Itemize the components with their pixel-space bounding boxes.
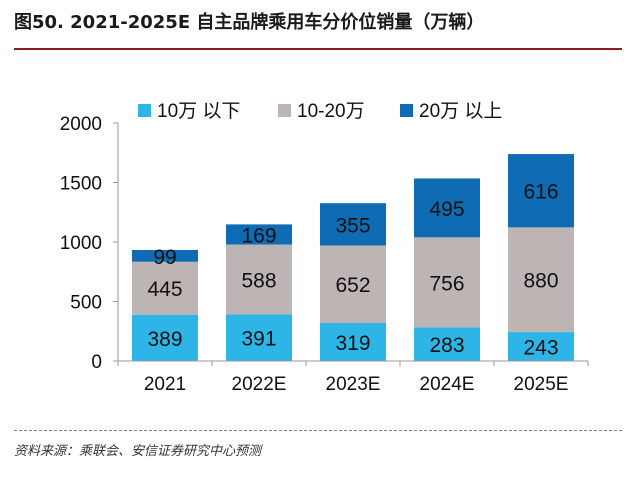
y-tick-label: 1500	[60, 174, 102, 195]
bar-value-label: 652	[335, 274, 370, 297]
bar-segment	[508, 227, 574, 333]
bar-group-2024E: 283 756 495	[414, 178, 480, 361]
bar-value-label: 283	[429, 334, 464, 357]
legend-label-2: 20万 以上	[419, 100, 502, 122]
x-tick-label: 2023E	[326, 374, 381, 395]
legend-swatch-1	[278, 104, 291, 117]
bar-segment	[320, 323, 386, 361]
x-tick-label: 2024E	[420, 374, 475, 395]
bar-value-label: 319	[335, 332, 370, 355]
bar-segment	[508, 154, 574, 228]
bar-segment	[508, 332, 574, 361]
y-tick-label: 500	[70, 293, 102, 314]
stacked-bar-chart: 10万 以下 10-20万 20万 以上 0 500 1000 1500 2000 389 4…	[60, 100, 589, 395]
bar-value-label: 445	[147, 278, 182, 301]
y-tick-label: 0	[91, 352, 102, 373]
bar-segment	[132, 249, 198, 262]
x-axis: 2021 2022E 2023E 2024E 2025E	[117, 360, 589, 395]
bar-segment	[132, 261, 198, 315]
bar-segment	[414, 178, 480, 238]
bar-value-label: 391	[241, 328, 276, 351]
source-note: 资料来源：乘联会、安信证券研究中心预测	[14, 444, 262, 459]
y-tick-label: 1000	[60, 233, 102, 254]
x-tick-label: 2022E	[232, 374, 287, 395]
bar-group-2021: 389 445 99	[132, 246, 198, 361]
bar-value-label: 880	[523, 270, 558, 293]
bar-value-label: 389	[147, 328, 182, 351]
bar-value-label: 243	[523, 337, 558, 360]
bar-value-label: 169	[241, 224, 276, 247]
bar-value-label: 588	[241, 269, 276, 292]
x-tick-label: 2025E	[514, 374, 569, 395]
bar-segment	[132, 314, 198, 361]
bar-value-label: 756	[429, 272, 464, 295]
legend-label-0: 10万 以下	[157, 101, 240, 122]
bar-segment	[320, 245, 386, 324]
x-tick-label: 2021	[144, 374, 186, 395]
bar-group-2022E: 391 588 169	[226, 224, 292, 361]
bar-value-label: 495	[429, 198, 464, 221]
bar-value-label: 355	[335, 214, 370, 237]
title-underline	[14, 48, 622, 50]
bar-segment	[320, 203, 386, 246]
bar-group-2025E: 243 880 616	[508, 154, 574, 361]
legend-label-1: 10-20万	[297, 101, 365, 122]
bar-segment	[226, 224, 292, 245]
y-axis: 0 500 1000 1500 2000	[60, 114, 119, 373]
legend-swatch-0	[138, 104, 151, 117]
chart-legend: 10万 以下 10-20万 20万 以上	[138, 100, 502, 122]
bar-groups: 389 445 99 391 588 169 319 652 355 283 756 495 243 88…	[132, 154, 574, 361]
bar-segment	[226, 244, 292, 315]
bar-group-2023E: 319 652 355	[320, 203, 386, 361]
bar-value-label: 99	[153, 246, 176, 269]
legend-swatch-2	[400, 104, 413, 117]
y-tick-label: 2000	[60, 114, 102, 135]
bar-segment	[414, 237, 480, 328]
source-divider	[14, 430, 622, 431]
chart-title: 图50. 2021-2025E 自主品牌乘用车分价位销量（万辆）	[14, 12, 485, 33]
bar-segment	[226, 314, 292, 361]
bar-segment	[414, 327, 480, 361]
bar-value-label: 616	[523, 181, 558, 204]
